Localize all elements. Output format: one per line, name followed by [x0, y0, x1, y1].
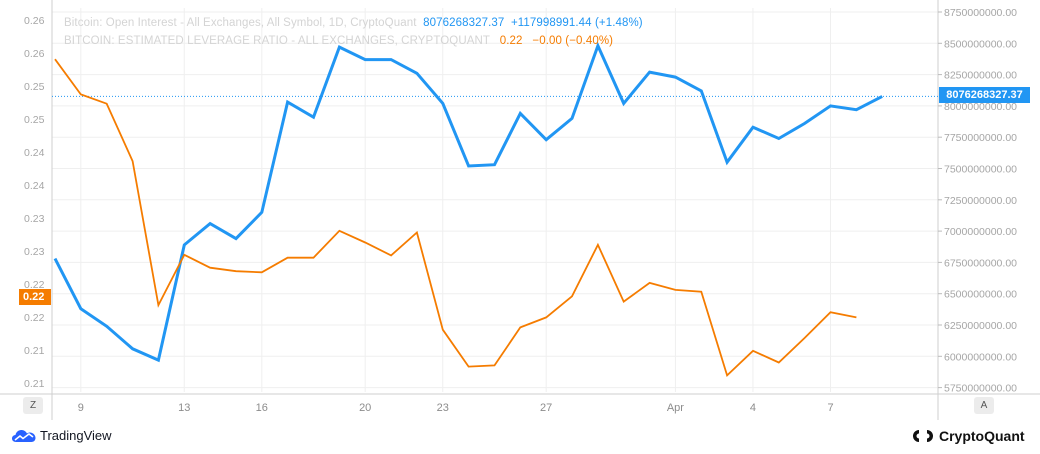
left-scale-button[interactable]: Z	[23, 397, 43, 414]
right-tick-label: 6000000000.00	[944, 351, 1017, 363]
x-tick-label: 23	[437, 402, 449, 414]
legend-leverage-ratio-value: 0.22	[499, 35, 523, 47]
left-tick-label: 0.23	[24, 246, 45, 258]
x-tick-label: 9	[78, 402, 84, 414]
axes	[0, 0, 1040, 420]
right-tick-label: 7000000000.00	[944, 226, 1017, 238]
x-axis-ticks: 9 13 16 20 23 27 Apr 4 7	[78, 402, 834, 414]
x-tick-label: 27	[540, 402, 552, 414]
right-tick-label: 6750000000.00	[944, 257, 1017, 269]
legend-open-interest-name: Bitcoin: Open Interest - All Exchanges, …	[64, 17, 417, 29]
legend-open-interest-value: 8076268327.37	[423, 17, 505, 29]
legend-open-interest-change: +117998991.44 (+1.48%)	[510, 17, 643, 29]
cryptoquant-mark-icon	[913, 430, 933, 442]
legend-leverage-ratio-name: BITCOIN: ESTIMATED LEVERAGE RATIO - ALL …	[64, 35, 490, 47]
left-tick-label: 0.25	[24, 114, 45, 126]
right-tick-label: 8000000000.00	[944, 101, 1017, 113]
last-value-badge-open-interest: 8076268327.37	[939, 87, 1030, 103]
left-tick-label: 0.22	[24, 279, 45, 291]
right-tick-label: 8500000000.00	[944, 38, 1017, 50]
right-tick-label: 8750000000.00	[944, 7, 1017, 19]
series-lines	[52, 41, 938, 378]
right-tick-label: 7750000000.00	[944, 132, 1017, 144]
left-tick-label: 0.25	[24, 81, 45, 93]
left-tick-label: 0.21	[24, 345, 45, 357]
x-tick-label: 13	[178, 402, 190, 414]
left-tick-label: 0.22	[24, 312, 45, 324]
right-tick-label: 5750000000.00	[944, 383, 1017, 395]
cryptoquant-logo[interactable]: CryptoQuant	[912, 428, 1025, 444]
left-tick-label: 0.26	[24, 48, 45, 60]
left-tick-label: 0.21	[24, 378, 45, 390]
x-tick-label: 20	[359, 402, 371, 414]
tradingview-cloud-icon	[12, 429, 36, 442]
left-tick-label: 0.24	[24, 147, 45, 159]
right-tick-label: 8250000000.00	[944, 70, 1017, 82]
cryptoquant-label: CryptoQuant	[939, 428, 1025, 444]
x-tick-label: 4	[750, 402, 756, 414]
grid-lines	[52, 8, 938, 392]
right-axis-ticks: 8750000000.00 8500000000.00 8250000000.00 8…	[938, 7, 1017, 395]
x-tick-label: Apr	[667, 402, 684, 414]
left-tick-label: 0.23	[24, 213, 45, 225]
left-tick-label: 0.26	[24, 15, 45, 27]
series-open-interest-line	[53, 41, 883, 363]
tradingview-logo[interactable]: TradingView	[12, 428, 112, 443]
legend-leverage-ratio-change: −0.00 (−0.40%)	[532, 35, 614, 47]
right-tick-label: 7500000000.00	[944, 164, 1017, 176]
right-tick-label: 6250000000.00	[944, 320, 1017, 332]
tradingview-label: TradingView	[40, 428, 112, 443]
x-tick-label: 16	[256, 402, 268, 414]
x-tick-label: 7	[827, 402, 833, 414]
left-tick-label: 0.24	[24, 180, 45, 192]
right-tick-label: 7250000000.00	[944, 195, 1017, 207]
series-leverage-ratio-line	[54, 58, 857, 378]
auto-scale-button[interactable]: A	[974, 397, 994, 414]
legend-open-interest: Bitcoin: Open Interest - All Exchanges, …	[64, 17, 643, 29]
legend-leverage-ratio: BITCOIN: ESTIMATED LEVERAGE RATIO - ALL …	[64, 35, 613, 47]
last-value-badge-leverage: 0.22	[19, 289, 51, 305]
left-axis-ticks: 0.26 0.26 0.25 0.25 0.24 0.24 0.23 0.23 0.22 0.22…	[24, 15, 45, 390]
right-tick-label: 6500000000.00	[944, 289, 1017, 301]
